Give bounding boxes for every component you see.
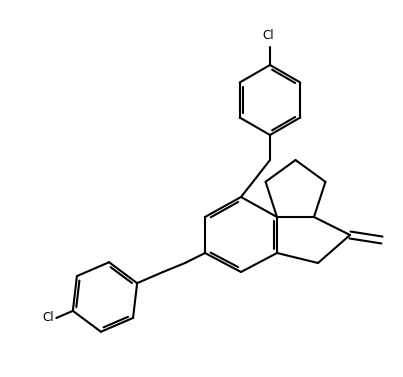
Text: Cl: Cl <box>262 29 274 42</box>
Text: Cl: Cl <box>43 311 54 325</box>
